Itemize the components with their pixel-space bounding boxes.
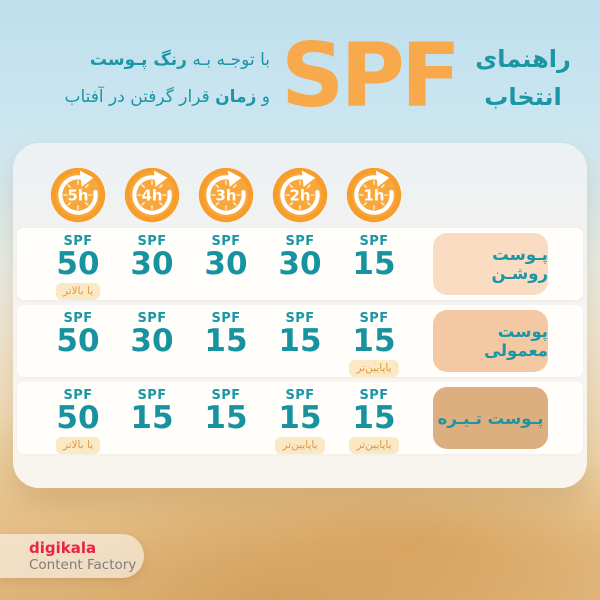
table-row-normal-skin: SPF 50 SPF 30 SPF 15 SPF 15 SPF 15 یاپایین‌تر …: [17, 305, 583, 377]
skin-type-normal-label: پوست معمولی: [433, 310, 548, 372]
subtitle-l2-bold: زمان: [215, 87, 257, 107]
spf-unit-label: SPF: [285, 234, 315, 249]
spf-unit-label: SPF: [359, 388, 389, 403]
spf-qualifier-badge: یاپایین‌تر: [349, 360, 399, 377]
brand-badge: digikala Content Factory: [0, 534, 144, 578]
spf-value: 15: [352, 323, 396, 359]
spf-value: 15: [204, 400, 248, 436]
spf-cell-light-4h: SPF 30: [115, 228, 189, 300]
spf-unit-label: SPF: [211, 234, 241, 249]
spf-cell-normal-2h: SPF 15: [263, 305, 337, 377]
spf-value: 15: [278, 323, 322, 359]
subtitle-line-1: با توجـه بـه رنگ پـوست: [24, 42, 270, 79]
spf-cell-dark-5h: SPF 50 یا بالاتر: [41, 382, 115, 454]
subtitle-l1-text: با توجـه بـه: [186, 50, 270, 70]
spf-cell-dark-3h: SPF 15: [189, 382, 263, 454]
spf-unit-label: SPF: [137, 388, 167, 403]
spf-cell-normal-3h: SPF 15: [189, 305, 263, 377]
subtitle-line-2: و زمان قرار گرفتن در آفتاب: [24, 79, 270, 116]
clock-4h-icon: 4h: [123, 166, 181, 224]
clock-5h-icon: 5h: [49, 166, 107, 224]
spf-value: 30: [130, 323, 174, 359]
subtitle-l2-text: و: [256, 87, 270, 107]
spf-cell-light-2h: SPF 30: [263, 228, 337, 300]
spf-cell-dark-1h: SPF 15 یاپایین‌تر: [337, 382, 411, 454]
spf-unit-label: SPF: [211, 388, 241, 403]
spf-value: 30: [278, 246, 322, 282]
spf-qualifier-badge: یاپایین‌تر: [349, 437, 399, 454]
spf-cell-dark-2h: SPF 15 یاپایین‌تر: [263, 382, 337, 454]
duration-icons-row: 5h 4h 3h 2h 1h: [41, 166, 411, 224]
spf-value: 15: [204, 323, 248, 359]
spf-value: 30: [204, 246, 248, 282]
spf-value: 30: [130, 246, 174, 282]
spf-value: 50: [56, 400, 100, 436]
spf-value: 15: [130, 400, 174, 436]
header-subtitle: با توجـه بـه رنگ پـوست و زمان قرار گرفتن…: [24, 42, 270, 116]
svg-text:1h: 1h: [363, 186, 384, 204]
spf-unit-label: SPF: [63, 388, 93, 403]
subtitle-l1-bold: رنگ پـوست: [89, 50, 187, 70]
digikala-logo: digikala: [29, 538, 97, 557]
spf-unit-label: SPF: [285, 311, 315, 326]
spf-unit-label: SPF: [137, 311, 167, 326]
spf-value: 15: [352, 246, 396, 282]
spf-unit-label: SPF: [137, 234, 167, 249]
spf-heading: SPF: [281, 24, 461, 127]
spf-cell-normal-5h: SPF 50: [41, 305, 115, 377]
spf-unit-label: SPF: [63, 311, 93, 326]
svg-text:3h: 3h: [215, 186, 236, 204]
spf-value: 50: [56, 246, 100, 282]
spf-cell-light-5h: SPF 50 یا بالاتر: [41, 228, 115, 300]
spf-unit-label: SPF: [285, 388, 315, 403]
title-line-1: راهنمای: [475, 45, 571, 73]
skin-type-light-label: پـوست روشـن: [433, 233, 548, 295]
page-title: راهنمای انتخاب: [454, 40, 592, 116]
spf-value: 15: [352, 400, 396, 436]
spf-qualifier-badge: یا بالاتر: [55, 437, 101, 454]
spf-value: 50: [56, 323, 100, 359]
clock-1h-icon: 1h: [345, 166, 403, 224]
svg-text:2h: 2h: [289, 186, 310, 204]
svg-text:4h: 4h: [141, 186, 162, 204]
spf-cell-light-1h: SPF 15: [337, 228, 411, 300]
skin-type-dark-label: پـوست تـیـره: [433, 387, 548, 449]
spf-qualifier-badge: یاپایین‌تر: [275, 437, 325, 454]
spf-cell-normal-4h: SPF 30: [115, 305, 189, 377]
spf-qualifier-badge: یا بالاتر: [55, 283, 101, 300]
table-row-light-skin: SPF 50 یا بالاتر SPF 30 SPF 30 SPF 30 SPF 15 پ…: [17, 228, 583, 300]
spf-unit-label: SPF: [63, 234, 93, 249]
table-row-dark-skin: SPF 50 یا بالاتر SPF 15 SPF 15 SPF 15 یاپایین‌…: [17, 382, 583, 454]
spf-cell-normal-1h: SPF 15 یاپایین‌تر: [337, 305, 411, 377]
spf-unit-label: SPF: [359, 311, 389, 326]
spf-cell-dark-4h: SPF 15: [115, 382, 189, 454]
spf-cell-light-3h: SPF 30: [189, 228, 263, 300]
title-line-2: انتخاب: [484, 83, 562, 111]
subtitle-l2-text2: قرار گرفتن در آفتاب: [64, 87, 216, 107]
clock-3h-icon: 3h: [197, 166, 255, 224]
spf-value: 15: [278, 400, 322, 436]
spf-unit-label: SPF: [211, 311, 241, 326]
svg-text:5h: 5h: [67, 186, 88, 204]
brand-tagline: Content Factory: [29, 556, 137, 573]
clock-2h-icon: 2h: [271, 166, 329, 224]
spf-table-card: 5h 4h 3h 2h 1h SPF 50 یا بالاتر SPF 30 SPF 3…: [13, 143, 587, 488]
spf-unit-label: SPF: [359, 234, 389, 249]
